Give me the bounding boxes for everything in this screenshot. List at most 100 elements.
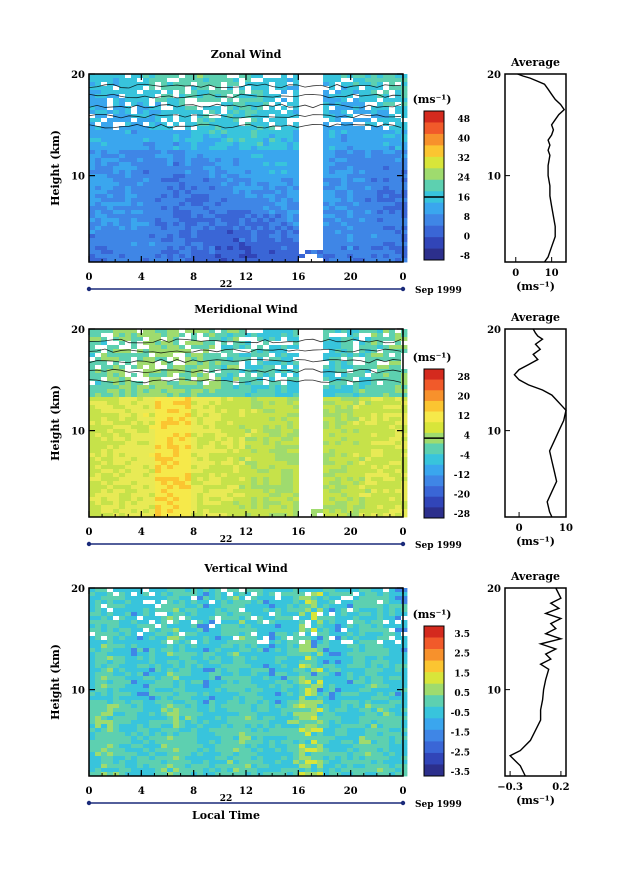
heatmap-cell <box>287 74 294 79</box>
heatmap-cell <box>281 489 288 494</box>
heatmap-cell <box>383 110 390 115</box>
heatmap-cell <box>227 433 234 438</box>
heatmap-cell <box>305 110 312 115</box>
heatmap-cell <box>173 130 180 135</box>
heatmap-cell <box>209 381 216 386</box>
heatmap-cell <box>221 250 228 255</box>
heatmap-cell <box>395 437 402 442</box>
heatmap-cell <box>161 186 168 191</box>
heatmap-cell <box>251 86 258 91</box>
heatmap-cell <box>251 78 258 83</box>
heatmap-cell <box>329 254 336 259</box>
heatmap-cell <box>215 158 222 163</box>
heatmap-cell <box>257 178 264 183</box>
heatmap-cell <box>179 401 186 406</box>
heatmap-cell <box>131 437 138 442</box>
heatmap-cell <box>113 174 120 179</box>
heatmap-cell <box>329 429 336 434</box>
heatmap-cell <box>269 457 276 462</box>
heatmap-cell <box>167 174 174 179</box>
heatmap-cell <box>113 369 120 374</box>
heatmap-cell <box>107 250 114 255</box>
heatmap-cell <box>179 353 186 358</box>
heatmap-cell <box>323 142 330 147</box>
heatmap-cell <box>239 441 246 446</box>
heatmap-cell <box>347 333 354 338</box>
heatmap-cell <box>161 118 168 123</box>
heatmap-cell <box>329 377 336 382</box>
heatmap-cell <box>263 122 270 127</box>
heatmap-cell <box>383 94 390 99</box>
heatmap-cell <box>293 162 300 167</box>
heatmap-cell <box>233 465 240 470</box>
heatmap-cell <box>383 441 390 446</box>
heatmap-cell <box>233 250 240 255</box>
heatmap-cell <box>365 397 372 402</box>
heatmap-cell <box>329 437 336 442</box>
heatmap-cell <box>269 86 276 91</box>
heatmap-cell <box>365 381 372 386</box>
heatmap-cell <box>257 206 264 211</box>
heatmap-cell <box>161 409 168 414</box>
heatmap-cell <box>305 242 312 247</box>
heatmap-cell <box>311 381 318 386</box>
heatmap-cell <box>305 389 312 394</box>
heatmap-cell <box>263 106 270 111</box>
heatmap-cell <box>263 118 270 123</box>
heatmap-cell <box>137 369 144 374</box>
heatmap-cell <box>101 194 108 199</box>
heatmap-cell <box>329 385 336 390</box>
heatmap-cell <box>131 78 138 83</box>
heatmap-cell <box>197 337 204 342</box>
heatmap-cell <box>215 194 222 199</box>
heatmap-cell <box>401 461 408 466</box>
heatmap-cell <box>227 78 234 83</box>
heatmap-cell <box>335 453 342 458</box>
heatmap-cell <box>155 210 162 215</box>
heatmap-cell <box>257 373 264 378</box>
heatmap-cell <box>161 150 168 155</box>
date-month-label: Sep 1999 <box>415 286 462 296</box>
heatmap-cell <box>125 465 132 470</box>
heatmap-cell <box>281 385 288 390</box>
heatmap-cell <box>89 158 96 163</box>
heatmap-cell <box>161 106 168 111</box>
heatmap-cell <box>311 206 318 211</box>
heatmap-cell <box>203 405 210 410</box>
heatmap-cell <box>341 182 348 187</box>
heatmap-cell <box>107 405 114 410</box>
heatmap-cell <box>335 505 342 510</box>
heatmap-cell <box>185 461 192 466</box>
heatmap-cell <box>359 206 366 211</box>
heatmap-cell <box>203 393 210 398</box>
heatmap-cell <box>149 194 156 199</box>
heatmap-cell <box>311 130 318 135</box>
heatmap-cell <box>401 469 408 474</box>
heatmap-cell <box>113 457 120 462</box>
heatmap-cell <box>311 186 318 191</box>
heatmap-cell <box>359 198 366 203</box>
heatmap-cell <box>341 421 348 426</box>
heatmap-cell <box>203 114 210 119</box>
heatmap-cell <box>353 389 360 394</box>
heatmap-cell <box>371 489 378 494</box>
heatmap-cell <box>377 254 384 259</box>
heatmap-cell <box>233 214 240 219</box>
heatmap-cell <box>221 377 228 382</box>
heatmap-cell <box>293 417 300 422</box>
heatmap-cell <box>293 102 300 107</box>
heatmap-cell <box>251 226 258 231</box>
heatmap-cell <box>101 461 108 466</box>
heatmap-cell <box>221 481 228 486</box>
heatmap-cell <box>341 146 348 151</box>
heatmap-cell <box>287 409 294 414</box>
heatmap-cell <box>185 206 192 211</box>
heatmap-cell <box>371 122 378 127</box>
heatmap-cell <box>323 218 330 223</box>
heatmap-cell <box>89 170 96 175</box>
heatmap-cell <box>347 210 354 215</box>
heatmap-cell <box>209 489 216 494</box>
heatmap-cell <box>119 341 126 346</box>
heatmap-cell <box>185 198 192 203</box>
heatmap-cell <box>221 258 228 263</box>
